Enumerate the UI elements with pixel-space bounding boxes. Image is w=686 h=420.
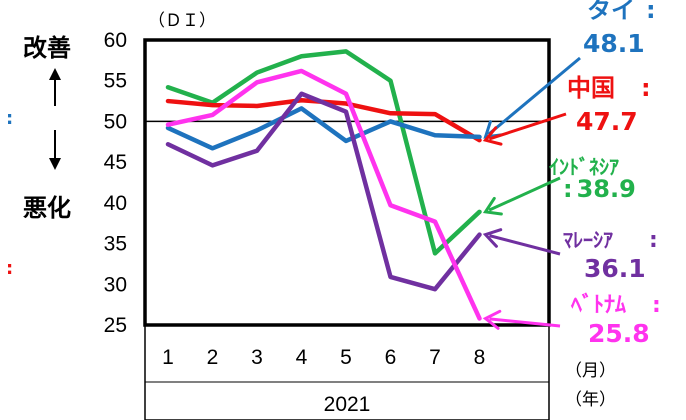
label-vietnam-value: 25.8: [588, 319, 650, 348]
label-arrow-head: [482, 196, 503, 216]
label-indonesia-number: 38.9: [577, 175, 636, 203]
series-line: [165, 68, 482, 321]
label-indonesia-colon: :: [563, 175, 573, 203]
label-arrow-head: [482, 126, 503, 146]
series-labels: タイ : 48.1 中国 : 47.7 ｲﾝﾄﾞﾈｼｱ :38.9 ﾏﾚｰｼｱ …: [549, 0, 661, 348]
label-malaysia-name: ﾏﾚｰｼｱ: [563, 228, 613, 252]
x-tick-label: 4: [296, 346, 308, 369]
month-unit-label: （月）: [565, 361, 616, 381]
label-indonesia-value: :38.9: [563, 175, 636, 203]
x-tick-label: 3: [251, 346, 263, 369]
x-tick-label: 6: [385, 346, 397, 369]
y-tick-label: 35: [104, 233, 127, 256]
label-arrow-line: [488, 176, 561, 212]
x-tick-label: 1: [162, 346, 174, 369]
x-tick-label: 8: [474, 346, 486, 369]
edge-colon-1: :: [6, 108, 13, 129]
series-line: [165, 49, 482, 256]
y-tick-label: 30: [104, 273, 127, 296]
series-lines: [165, 49, 482, 321]
year-unit-label: （年）: [565, 390, 616, 410]
label-thailand-colon: :: [646, 0, 656, 24]
series-line: [165, 106, 482, 151]
edge-colon-2: :: [6, 258, 13, 279]
label-indonesia-name: ｲﾝﾄﾞﾈｼｱ: [549, 155, 619, 179]
label-china-colon: :: [641, 74, 651, 102]
label-arrows: [482, 56, 581, 330]
label-thailand-value: 48.1: [583, 29, 645, 58]
label-arrow-line: [487, 56, 581, 136]
label-china-name: 中国: [567, 74, 615, 102]
series-line: [165, 91, 482, 292]
x-tick-label: 7: [429, 346, 441, 369]
improve-label: 改善: [23, 34, 71, 62]
label-vietnam-name: ﾍﾞﾄﾅﾑ: [570, 292, 626, 318]
y-tick-label: 45: [104, 151, 127, 174]
label-malaysia-colon: :: [649, 228, 658, 253]
x-tick-label: 5: [340, 346, 352, 369]
y-tick-label: 50: [104, 110, 127, 133]
label-arrow-line: [489, 317, 561, 328]
label-arrow-head: [482, 228, 503, 248]
label-arrow-head: [482, 309, 502, 330]
y-tick-label: 25: [104, 314, 127, 337]
y-tick-label: 60: [104, 29, 127, 52]
plot-border: [143, 38, 551, 327]
y-unit-label: （ＤＩ）: [148, 11, 216, 31]
year-label: 2021: [324, 393, 371, 416]
label-arrow-line: [488, 234, 561, 256]
x-tick-label: 2: [207, 346, 219, 369]
label-china-value: 47.7: [576, 107, 638, 136]
worsen-arrow: [49, 130, 61, 170]
label-arrow-line: [488, 112, 567, 141]
improve-arrow: [49, 68, 61, 106]
y-tick-label: 55: [104, 70, 127, 93]
label-thailand-name: タイ: [587, 0, 635, 24]
worsen-label: 悪化: [23, 194, 71, 222]
label-malaysia-value: 36.1: [584, 254, 646, 283]
y-tick-label: 40: [104, 192, 127, 215]
label-vietnam-colon: :: [652, 293, 661, 318]
